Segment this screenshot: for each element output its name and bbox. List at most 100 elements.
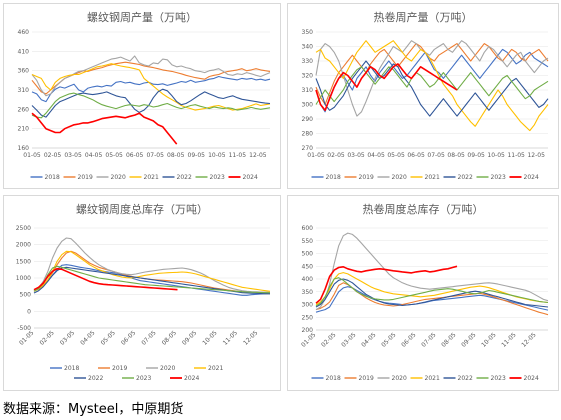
x-tick-label: 09-05 xyxy=(460,331,477,348)
x-tick-label: 02-05 xyxy=(38,329,55,346)
legend-label-2024: 2024 xyxy=(184,375,199,382)
legend-label-2022: 2022 xyxy=(177,174,192,181)
series-line-2023 xyxy=(315,66,549,105)
x-tick-label: 12-05 xyxy=(520,331,537,348)
legend-label-2019: 2019 xyxy=(112,365,127,372)
x-tick-label: 09-05 xyxy=(467,152,485,159)
x-tick-label: 03-05 xyxy=(347,152,365,159)
y-tick-label: 280 xyxy=(302,131,314,138)
x-tick-label: 12-05 xyxy=(242,329,259,346)
y-tick-label: 290 xyxy=(302,116,314,123)
x-tick-label: 10-05 xyxy=(208,152,226,159)
x-tick-label: 02-05 xyxy=(44,152,62,159)
x-tick-label: 07-05 xyxy=(420,331,437,348)
chart-panel-rebar-inventory: 螺纹钢周度总库存（万吨） -500 0 500 1000 1500 2000 2500 01-0… xyxy=(3,195,281,391)
x-tick-label: 04-05 xyxy=(367,152,385,159)
y-tick-label: 1500 xyxy=(16,258,31,265)
series-line-2019 xyxy=(31,61,271,95)
x-tick-label: 11-05 xyxy=(222,329,239,346)
y-tick-label: 1000 xyxy=(16,275,31,282)
y-tick-label: 0 xyxy=(27,308,31,315)
y-tick-label: 250 xyxy=(302,314,314,321)
legend-label-2023: 2023 xyxy=(210,174,225,181)
y-tick-label: -500 xyxy=(17,325,31,332)
legend-label-2020: 2020 xyxy=(392,375,407,382)
y-tick-label: 410 xyxy=(18,48,30,55)
legend-label-2022: 2022 xyxy=(88,375,103,382)
y-tick-label: 330 xyxy=(302,58,314,65)
y-tick-label: 500 xyxy=(20,292,32,299)
x-tick-label: 08-05 xyxy=(161,329,178,346)
legend-label-2018: 2018 xyxy=(64,365,79,372)
legend-label-2019: 2019 xyxy=(359,174,374,181)
y-tick-label: 350 xyxy=(302,289,314,296)
y-tick-label: 2000 xyxy=(16,242,31,249)
x-tick-label: 08-05 xyxy=(167,152,185,159)
y-tick-label: 600 xyxy=(302,225,314,232)
legend-label-2018: 2018 xyxy=(45,174,60,181)
legend-label-2021: 2021 xyxy=(144,174,159,181)
x-tick-label: 07-05 xyxy=(146,152,164,159)
series-line-2024 xyxy=(33,267,178,291)
legend-label-2018: 2018 xyxy=(326,375,341,382)
series-line-2021 xyxy=(33,250,271,292)
legend-label-2020: 2020 xyxy=(392,174,407,181)
x-tick-label: 02-05 xyxy=(320,331,337,348)
y-tick-label: 300 xyxy=(302,102,314,109)
x-tick-label: 09-05 xyxy=(188,152,206,159)
chart-panel-rebar-output: 螺纹钢周产量（万吨） 160 210 260 310 360 410 460 01-05 02-0… xyxy=(3,3,281,189)
series-line-2024 xyxy=(31,112,178,145)
legend-label-2021: 2021 xyxy=(425,375,440,382)
y-tick-label: 400 xyxy=(302,276,314,283)
chart-rebar-output: 螺纹钢周产量（万吨） 160 210 260 310 360 410 460 01-05 02-0… xyxy=(18,10,271,181)
x-tick-label: 11-05 xyxy=(500,331,517,348)
y-tick-label: 550 xyxy=(302,238,314,245)
x-tick-label: 11-05 xyxy=(229,152,247,159)
y-tick-label: 350 xyxy=(302,29,314,36)
chart-hrc-inventory: 热卷周度总库存（万吨）20025030035040045050055060001… xyxy=(300,202,549,382)
y-tick-label: 340 xyxy=(302,44,314,51)
legend-label-2022: 2022 xyxy=(458,174,473,181)
series-line-2021 xyxy=(315,40,549,132)
x-tick-label: 08-05 xyxy=(440,331,457,348)
x-tick-label: 12-05 xyxy=(249,152,267,159)
x-tick-label: 04-05 xyxy=(360,331,377,348)
x-tick-label: 04-05 xyxy=(85,152,103,159)
legend-label-2020: 2020 xyxy=(111,174,126,181)
x-tick-label: 05-05 xyxy=(387,152,405,159)
x-tick-label: 10-05 xyxy=(480,331,497,348)
y-tick-label: 310 xyxy=(302,87,314,94)
series-line-2024 xyxy=(315,265,458,304)
y-tick-label: 260 xyxy=(18,106,30,113)
x-tick-label: 03-05 xyxy=(59,329,76,346)
x-tick-label: 06-05 xyxy=(126,152,144,159)
x-tick-label: 05-05 xyxy=(100,329,117,346)
x-tick-label: 06-05 xyxy=(407,152,425,159)
series-line-2021 xyxy=(31,63,271,111)
series-line-2022 xyxy=(315,278,549,308)
legend-label-2024: 2024 xyxy=(524,174,539,181)
x-tick-label: 05-05 xyxy=(380,331,397,348)
series-line-2018 xyxy=(31,75,271,103)
y-tick-label: 450 xyxy=(302,263,314,270)
series-line-2022 xyxy=(315,60,549,117)
y-tick-label: 200 xyxy=(302,327,314,334)
y-tick-label: 270 xyxy=(302,145,314,152)
x-tick-label: 06-05 xyxy=(400,331,417,348)
legend-label-2018: 2018 xyxy=(326,174,341,181)
x-tick-label: 09-05 xyxy=(181,329,198,346)
legend-label-2021: 2021 xyxy=(425,174,440,181)
legend-label-2022: 2022 xyxy=(458,375,473,382)
legend-label-2023: 2023 xyxy=(491,375,506,382)
series-line-2023 xyxy=(315,277,549,307)
x-tick-label: 03-05 xyxy=(340,331,357,348)
legend-label-2023: 2023 xyxy=(136,375,151,382)
x-tick-label: 08-05 xyxy=(447,152,465,159)
legend-label-2021: 2021 xyxy=(208,365,223,372)
series-line-2023 xyxy=(33,265,271,294)
legend-label-2024: 2024 xyxy=(524,375,539,382)
series-line-2023 xyxy=(31,92,271,119)
legend-label-2019: 2019 xyxy=(78,174,93,181)
y-tick-label: 210 xyxy=(18,126,30,133)
chart-rebar-inventory: 螺纹钢周度总库存（万吨）-5000500100015002000250001-0… xyxy=(16,202,271,382)
